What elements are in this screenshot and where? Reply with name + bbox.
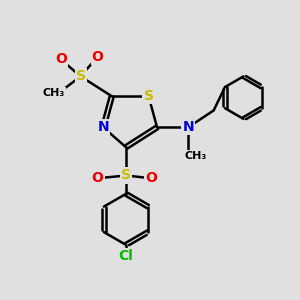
Text: CH₃: CH₃ [43, 88, 65, 98]
Text: S: S [76, 69, 85, 83]
Text: Cl: Cl [118, 249, 134, 263]
Text: CH₃: CH₃ [184, 151, 206, 161]
Text: S: S [144, 89, 154, 103]
Text: O: O [146, 171, 158, 185]
Text: S: S [121, 169, 131, 182]
Text: O: O [92, 171, 103, 185]
Text: N: N [98, 120, 109, 134]
Text: O: O [55, 52, 67, 66]
Text: N: N [182, 120, 194, 134]
Text: O: O [92, 50, 103, 64]
